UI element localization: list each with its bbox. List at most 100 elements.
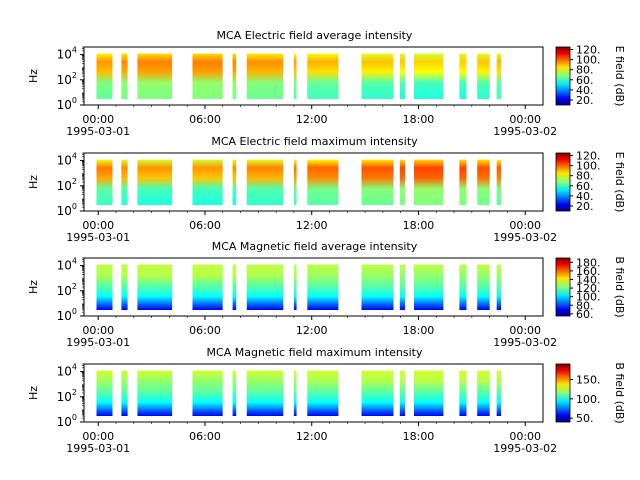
- colorbar-tick-label: 60.: [576, 74, 594, 87]
- data-segment: [361, 53, 394, 99]
- data-segment: [414, 264, 444, 310]
- colorbar-tick-label: 120.: [576, 282, 601, 295]
- date-label-end: 1995-03-02: [493, 442, 557, 455]
- date-label-start: 1995-03-01: [66, 442, 130, 455]
- y-tick-label: 102: [57, 388, 77, 404]
- y-tick-label: 100: [57, 307, 77, 323]
- data-segment: [496, 264, 502, 310]
- data-segment: [459, 370, 467, 416]
- data-segment: [246, 159, 284, 205]
- colorbar: [555, 363, 571, 423]
- data-segment: [496, 370, 502, 416]
- data-segment: [137, 159, 173, 205]
- colorbar-tick-label: 60.: [576, 308, 594, 321]
- panel-title: MCA Electric field maximum intensity: [211, 135, 418, 148]
- panel-title: MCA Magnetic field maximum intensity: [207, 346, 423, 359]
- x-tick-label: 06:00: [189, 113, 221, 126]
- colorbar-tick-label: 20.: [576, 94, 594, 107]
- colorbar-tick-label: 40.: [576, 84, 594, 97]
- y-axis-label: Hz: [27, 175, 40, 189]
- colorbar-tick-label: 120.: [576, 150, 601, 163]
- data-segment: [459, 264, 467, 310]
- x-tick-label: 00:00: [82, 219, 114, 232]
- data-segment: [399, 53, 406, 99]
- data-segment: [246, 370, 284, 416]
- data-segment: [496, 159, 502, 205]
- x-tick-label: 06:00: [189, 219, 221, 232]
- x-tick-label: 00:00: [509, 430, 541, 443]
- panel-title: MCA Magnetic field average intensity: [212, 240, 418, 253]
- panel-2: MCA Electric field maximum intensity 100 1…: [27, 135, 626, 244]
- x-tick-label: 00:00: [509, 113, 541, 126]
- data-segment: [232, 53, 237, 99]
- data-segment: [232, 159, 237, 205]
- panel-4: MCA Magnetic field maximum intensity 100 1…: [27, 346, 626, 455]
- x-tick-label: 00:00: [509, 324, 541, 337]
- data-segment: [232, 264, 237, 310]
- y-tick-label: 100: [57, 413, 77, 429]
- panel-3: MCA Magnetic field average intensity 100 1…: [27, 240, 626, 349]
- y-axis-label: Hz: [27, 280, 40, 294]
- panel-1: MCA Electric field average intensity 100 1…: [27, 29, 626, 138]
- data-segment: [477, 159, 490, 205]
- data-segment: [293, 264, 297, 310]
- x-tick-label: 18:00: [403, 219, 435, 232]
- data-segment: [293, 53, 297, 99]
- colorbar: [555, 152, 571, 212]
- data-segment: [361, 159, 394, 205]
- colorbar-tick-label: 50.: [576, 412, 594, 425]
- y-tick-label: 100: [57, 96, 77, 112]
- x-tick-label: 18:00: [403, 324, 435, 337]
- data-segment: [414, 159, 444, 205]
- y-tick-label: 104: [57, 46, 77, 62]
- colorbar-tick-label: 80.: [576, 64, 594, 77]
- x-tick-label: 00:00: [82, 113, 114, 126]
- colorbar-label: E field (dB): [613, 46, 626, 107]
- data-segment: [96, 264, 113, 310]
- data-segment: [496, 53, 502, 99]
- data-segment: [96, 159, 113, 205]
- y-axis-label: Hz: [27, 386, 40, 400]
- data-segment: [192, 370, 223, 416]
- data-segment: [399, 264, 406, 310]
- data-segment: [477, 53, 490, 99]
- colorbar-tick-label: 80.: [576, 299, 594, 312]
- y-axis-label: Hz: [27, 69, 40, 83]
- x-tick-label: 06:00: [189, 430, 221, 443]
- x-tick-label: 00:00: [82, 430, 114, 443]
- colorbar-tick-label: 20.: [576, 200, 594, 213]
- data-segment: [121, 159, 128, 205]
- date-label-start: 1995-03-01: [66, 336, 130, 349]
- x-tick-label: 00:00: [509, 219, 541, 232]
- data-segment: [137, 264, 173, 310]
- data-segment: [293, 370, 297, 416]
- data-segment: [232, 370, 237, 416]
- data-segment: [121, 53, 128, 99]
- x-tick-label: 18:00: [403, 430, 435, 443]
- y-tick-label: 104: [57, 152, 77, 168]
- data-segment: [459, 53, 467, 99]
- colorbar-tick-label: 60.: [576, 180, 594, 193]
- y-tick-label: 104: [57, 363, 77, 379]
- x-tick-label: 06:00: [189, 324, 221, 337]
- colorbar: [555, 257, 571, 317]
- data-segment: [307, 264, 339, 310]
- date-label-end: 1995-03-02: [493, 336, 557, 349]
- x-tick-label: 12:00: [296, 113, 328, 126]
- x-tick-label: 12:00: [296, 219, 328, 232]
- colorbar-tick-label: 100.: [576, 291, 601, 304]
- data-segment: [414, 370, 444, 416]
- data-segment: [307, 53, 339, 99]
- data-segment: [293, 159, 297, 205]
- colorbar-label: E field (dB): [613, 152, 626, 213]
- y-tick-label: 102: [57, 71, 77, 87]
- x-tick-label: 12:00: [296, 324, 328, 337]
- colorbar-tick-label: 150.: [576, 373, 601, 386]
- data-segment: [399, 159, 406, 205]
- data-segment: [477, 370, 490, 416]
- data-segment: [96, 53, 113, 99]
- data-segment: [477, 264, 490, 310]
- colorbar-tick-label: 40.: [576, 190, 594, 203]
- x-tick-label: 12:00: [296, 430, 328, 443]
